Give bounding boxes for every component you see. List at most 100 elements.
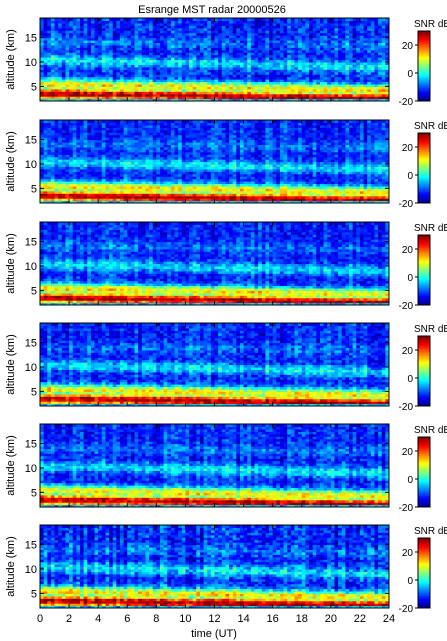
heatmap-cell (119, 132, 125, 136)
heatmap-cell (207, 81, 212, 85)
heatmap-cell (116, 161, 121, 165)
heatmap-cell (378, 25, 383, 29)
heatmap-cell (167, 181, 172, 185)
heatmap-cell (338, 83, 343, 87)
heatmap-cell (185, 47, 190, 51)
heatmap-cell (101, 137, 107, 141)
heatmap-cell (181, 83, 187, 87)
heatmap-cell (156, 183, 161, 187)
heatmap-cell (225, 66, 230, 70)
heatmap-cell (232, 71, 237, 75)
heatmap-cell (47, 176, 52, 180)
heatmap-cell (189, 176, 194, 180)
heatmap-cell (174, 83, 179, 87)
heatmap-cell (207, 168, 212, 172)
heatmap-cell (119, 64, 125, 68)
heatmap-cell (65, 178, 70, 182)
heatmap-cell (294, 61, 299, 65)
heatmap-cell (334, 91, 339, 95)
heatmap-cell (105, 25, 110, 29)
heatmap-cell (272, 30, 277, 34)
heatmap-cell (130, 42, 136, 46)
heatmap-cell (72, 76, 77, 80)
heatmap-cell (170, 198, 176, 202)
heatmap-cell (159, 159, 165, 163)
heatmap-cell (261, 98, 266, 101)
heatmap-cell (134, 86, 139, 90)
heatmap-cell (207, 61, 212, 65)
heatmap-cell (145, 124, 150, 128)
heatmap-cell (261, 47, 266, 51)
heatmap-cell (192, 22, 197, 26)
heatmap-cell (229, 96, 234, 100)
heatmap-cell (196, 200, 201, 203)
heatmap-cell (261, 42, 266, 46)
heatmap-cell (130, 86, 136, 90)
heatmap-cell (170, 66, 176, 70)
heatmap-cell (250, 22, 256, 26)
heatmap-cell (127, 79, 132, 83)
heatmap-cell (232, 59, 237, 63)
heatmap-cell (65, 132, 70, 136)
heatmap-cell (152, 27, 157, 31)
heatmap-cell (199, 154, 205, 158)
heatmap-cell (149, 161, 154, 165)
heatmap-cell (112, 134, 117, 138)
heatmap-cell (254, 20, 259, 24)
heatmap-cell (145, 25, 150, 29)
heatmap-cell (105, 98, 110, 101)
heatmap-cell (152, 188, 157, 192)
heatmap-cell (72, 59, 77, 63)
heatmap-cell (305, 47, 310, 51)
heatmap-cell (298, 57, 303, 61)
heatmap-cell (363, 93, 368, 97)
heatmap-cell (61, 32, 67, 36)
heatmap-cell (152, 129, 157, 133)
heatmap-cell (207, 74, 212, 78)
heatmap-cell (279, 54, 285, 58)
heatmap-cell (76, 30, 81, 34)
heatmap-cell (207, 166, 212, 170)
heatmap-cell (134, 195, 139, 199)
heatmap-cell (116, 25, 121, 29)
heatmap-cell (305, 71, 310, 75)
heatmap-cell (170, 42, 176, 46)
heatmap-cell (287, 88, 292, 92)
heatmap-cell (185, 39, 190, 44)
heatmap-cell (65, 198, 70, 202)
heatmap-cell (156, 120, 161, 124)
heatmap-cell (381, 59, 386, 63)
heatmap-cell (192, 137, 197, 141)
heatmap-cell (123, 176, 128, 180)
heatmap-cell (272, 44, 277, 48)
heatmap-cell (79, 159, 85, 163)
heatmap-cell (323, 83, 328, 87)
heatmap-cell (138, 120, 143, 124)
heatmap-cell (309, 42, 314, 46)
heatmap-cell (312, 49, 317, 53)
heatmap-cell (109, 163, 114, 167)
heatmap-cell (181, 139, 187, 143)
heatmap-cell (170, 27, 176, 31)
heatmap-cell (65, 200, 70, 203)
heatmap-cell (192, 166, 197, 170)
heatmap-cell (72, 69, 77, 73)
heatmap-cell (61, 74, 67, 78)
heatmap-cell (359, 88, 365, 92)
heatmap-cell (381, 54, 386, 58)
heatmap-cell (58, 66, 63, 70)
heatmap-cell (152, 195, 157, 199)
heatmap-cell (87, 39, 92, 44)
heatmap-cell (40, 195, 45, 199)
heatmap-cell (138, 141, 143, 146)
heatmap-cell (181, 57, 187, 61)
heatmap-cell (309, 27, 314, 31)
heatmap-cell (272, 39, 277, 44)
heatmap-cell (385, 22, 389, 26)
heatmap-cell (54, 173, 59, 177)
heatmap-cell (196, 132, 201, 136)
heatmap-cell (98, 120, 103, 124)
heatmap-cell (90, 156, 96, 160)
heatmap-cell (312, 25, 317, 29)
heatmap-cell (229, 83, 234, 87)
